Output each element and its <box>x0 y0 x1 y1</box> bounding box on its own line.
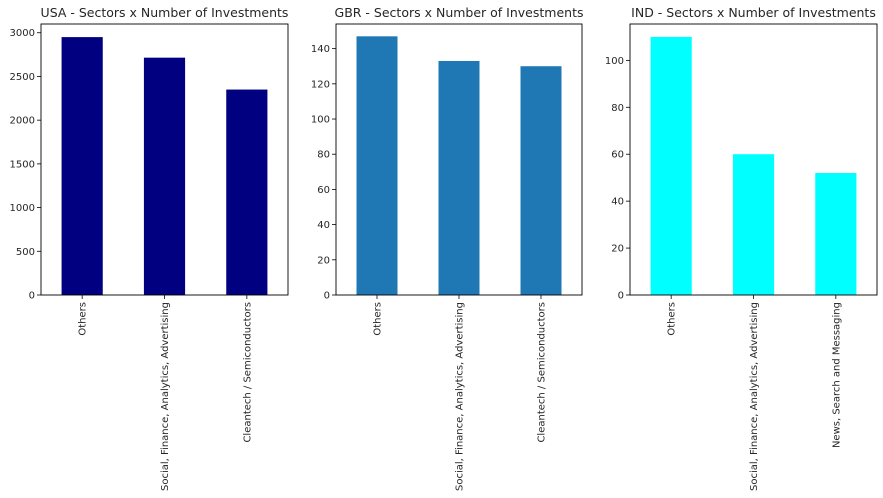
bar <box>61 37 103 296</box>
bar <box>815 172 857 295</box>
x-category-label: Social, Finance, Analytics, Advertising <box>160 302 171 491</box>
x-category-label: Cleantech / Semiconductors <box>242 302 253 443</box>
y-tick-label: 20 <box>317 255 330 266</box>
y-tick-label: 1500 <box>10 159 35 170</box>
y-tick-label: 60 <box>611 150 624 161</box>
y-tick-label: 120 <box>311 79 330 90</box>
x-category-label: Cleantech / Semiconductors <box>537 302 548 443</box>
y-tick-label: 2500 <box>10 72 35 83</box>
bar <box>650 36 692 296</box>
x-category-label: News, Search and Messaging <box>831 302 842 448</box>
chart-panel-1: USA - Sectors x Number of Investments 0 50… <box>10 5 289 491</box>
x-category-label: Others <box>667 302 678 336</box>
chart-panel-3: IND - Sectors x Number of Investments 0 20… <box>605 5 878 491</box>
chart-title: IND - Sectors x Number of Investments <box>631 5 876 20</box>
y-tick-label: 0 <box>618 291 624 302</box>
bar <box>732 154 775 295</box>
y-tick-label: 0 <box>29 291 35 302</box>
bar <box>520 66 562 295</box>
x-category-label: Others <box>373 302 384 336</box>
y-tick-label: 0 <box>324 291 330 302</box>
y-tick-label: 1000 <box>10 203 35 214</box>
y-tick-label: 100 <box>605 56 624 67</box>
y-tick-label: 2000 <box>10 116 35 127</box>
bar <box>356 36 398 295</box>
x-category-label: Others <box>78 302 89 336</box>
chart-title: GBR - Sectors x Number of Investments <box>335 5 584 20</box>
y-tick-label: 20 <box>611 244 624 255</box>
x-category-label: Social, Finance, Analytics, Advertising <box>749 302 760 491</box>
chart-panel-2: GBR - Sectors x Number of Investments 0 20… <box>311 5 584 491</box>
y-tick-label: 40 <box>317 220 330 231</box>
y-tick-label: 500 <box>16 247 35 258</box>
y-tick-label: 100 <box>311 115 330 126</box>
y-tick-label: 80 <box>317 150 330 161</box>
y-tick-label: 3000 <box>10 28 35 39</box>
bar <box>143 57 186 295</box>
chart-title: USA - Sectors x Number of Investments <box>41 5 289 20</box>
bar <box>438 60 480 296</box>
y-tick-label: 80 <box>611 103 624 114</box>
x-category-label: Social, Finance, Analytics, Advertising <box>455 302 466 491</box>
y-tick-label: 140 <box>311 44 330 55</box>
y-tick-label: 40 <box>611 197 624 208</box>
y-tick-label: 60 <box>317 185 330 196</box>
bar <box>226 89 268 295</box>
